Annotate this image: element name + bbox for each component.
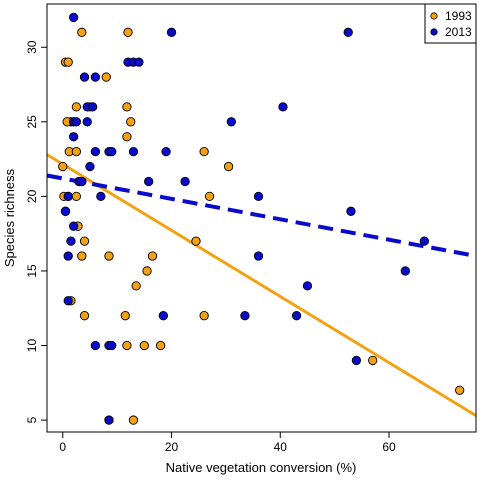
point-2013 xyxy=(167,28,175,36)
legend-marker-1993 xyxy=(431,13,437,19)
point-1993 xyxy=(224,162,232,170)
legend-marker-2013 xyxy=(431,29,437,35)
point-2013 xyxy=(420,237,428,245)
point-2013 xyxy=(108,341,116,349)
point-1993 xyxy=(59,162,67,170)
point-1993 xyxy=(102,73,110,81)
point-2013 xyxy=(80,73,88,81)
point-1993 xyxy=(200,147,208,155)
point-1993 xyxy=(105,252,113,260)
point-2013 xyxy=(108,147,116,155)
y-tick-label: 25 xyxy=(25,115,39,129)
point-2013 xyxy=(64,252,72,260)
point-1993 xyxy=(78,252,86,260)
point-2013 xyxy=(67,237,75,245)
point-1993 xyxy=(368,356,376,364)
point-2013 xyxy=(69,13,77,21)
point-2013 xyxy=(254,252,262,260)
point-1993 xyxy=(123,103,131,111)
y-tick-label: 10 xyxy=(25,339,39,353)
point-2013 xyxy=(69,133,77,141)
point-1993 xyxy=(148,252,156,260)
point-2013 xyxy=(91,73,99,81)
point-2013 xyxy=(401,267,409,275)
point-2013 xyxy=(91,147,99,155)
point-1993 xyxy=(127,118,135,126)
point-1993 xyxy=(72,192,80,200)
point-2013 xyxy=(86,162,94,170)
point-1993 xyxy=(72,103,80,111)
point-2013 xyxy=(159,311,167,319)
point-1993 xyxy=(205,192,213,200)
legend-label-1993: 1993 xyxy=(445,9,472,23)
point-2013 xyxy=(292,311,300,319)
point-2013 xyxy=(162,147,170,155)
point-1993 xyxy=(121,311,129,319)
point-1993 xyxy=(156,341,164,349)
point-1993 xyxy=(72,147,80,155)
point-2013 xyxy=(61,207,69,215)
point-2013 xyxy=(83,118,91,126)
point-1993 xyxy=(123,133,131,141)
y-axis-label: Species richness xyxy=(2,168,17,267)
point-2013 xyxy=(105,416,113,424)
point-2013 xyxy=(97,192,105,200)
legend-label-2013: 2013 xyxy=(445,25,472,39)
legend: 1993 2013 xyxy=(425,4,476,43)
point-2013 xyxy=(135,58,143,66)
point-2013 xyxy=(227,118,235,126)
point-1993 xyxy=(140,341,148,349)
point-1993 xyxy=(123,341,131,349)
point-2013 xyxy=(91,341,99,349)
point-2013 xyxy=(344,28,352,36)
point-1993 xyxy=(64,58,72,66)
point-2013 xyxy=(181,177,189,185)
y-tick-label: 15 xyxy=(25,264,39,278)
point-2013 xyxy=(352,356,360,364)
point-2013 xyxy=(64,297,72,305)
point-2013 xyxy=(78,177,86,185)
y-tick-label: 30 xyxy=(25,40,39,54)
point-1993 xyxy=(78,28,86,36)
x-tick-label: 20 xyxy=(165,440,179,454)
y-tick-label: 20 xyxy=(25,189,39,203)
point-1993 xyxy=(80,237,88,245)
point-2013 xyxy=(88,103,96,111)
point-1993 xyxy=(455,386,463,394)
point-2013 xyxy=(254,192,262,200)
point-1993 xyxy=(132,282,140,290)
point-1993 xyxy=(80,311,88,319)
point-1993 xyxy=(200,311,208,319)
point-2013 xyxy=(64,192,72,200)
point-2013 xyxy=(241,311,249,319)
point-2013 xyxy=(144,177,152,185)
point-2013 xyxy=(69,222,77,230)
point-1993 xyxy=(143,267,151,275)
x-axis-label: Native vegetation conversion (%) xyxy=(166,460,357,475)
x-tick-label: 0 xyxy=(59,440,66,454)
point-2013 xyxy=(303,282,311,290)
point-1993 xyxy=(129,416,137,424)
point-2013 xyxy=(347,207,355,215)
point-1993 xyxy=(124,28,132,36)
x-tick-label: 40 xyxy=(274,440,288,454)
point-2013 xyxy=(72,118,80,126)
point-1993 xyxy=(192,237,200,245)
y-tick-label: 5 xyxy=(25,416,39,423)
point-2013 xyxy=(279,103,287,111)
x-tick-label: 60 xyxy=(382,440,396,454)
point-2013 xyxy=(129,147,137,155)
